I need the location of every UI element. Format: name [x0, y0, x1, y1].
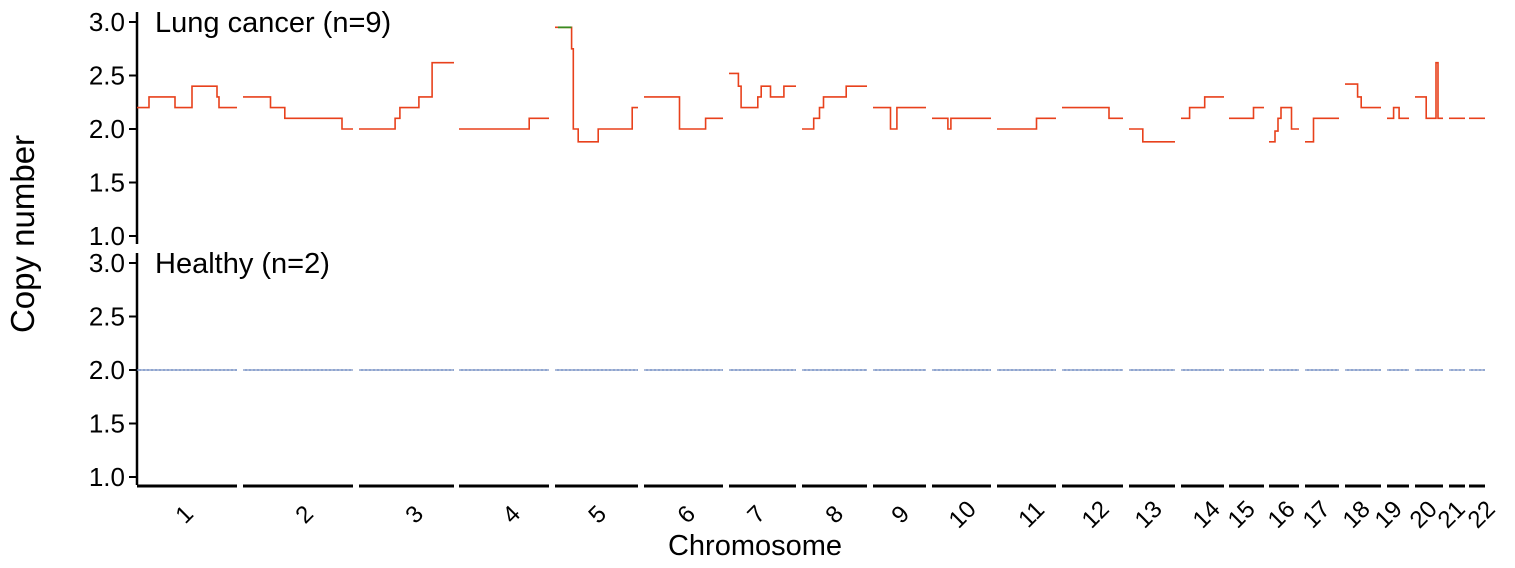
x-tick-label: 13 [1130, 496, 1168, 534]
y-tick-label: 1.0 [89, 462, 125, 492]
y-tick-label: 1.5 [89, 168, 125, 198]
x-tick-label: 15 [1223, 496, 1261, 534]
y-tick-label: 2.0 [89, 355, 125, 385]
copy-number-series-chr4 [459, 117, 549, 130]
x-tick-label: 7 [742, 500, 771, 529]
axes [129, 12, 1485, 488]
copy-number-series-chr3 [359, 61, 454, 130]
x-tick-label: 16 [1263, 496, 1301, 534]
x-tick-label: 8 [820, 500, 849, 529]
x-tick-label: 6 [672, 500, 701, 529]
copy-number-series-chr8 [802, 85, 867, 130]
copy-number-series-chr12 [1062, 106, 1123, 120]
copy-number-series-chr14 [1181, 96, 1224, 120]
y-tick-label: 3.0 [89, 248, 125, 278]
y-tick-label: 1.0 [89, 221, 125, 251]
x-axis-title: Chromosome [668, 530, 842, 562]
y-tick-label: 2.5 [89, 61, 125, 91]
copy-number-series-chr5 [555, 26, 638, 143]
y-tick-label: 2.5 [89, 302, 125, 332]
x-tick-label: 3 [400, 500, 429, 529]
y-tick-label: 2.0 [89, 114, 125, 144]
copy-number-series-chr20 [1415, 61, 1443, 120]
copy-number-series-chr17 [1305, 117, 1339, 143]
copy-number-series-chr6 [644, 96, 723, 130]
panel-title: Lung cancer (n=9) [155, 7, 391, 39]
y-tick-label: 1.5 [89, 409, 125, 439]
copy-number-series-chr10 [932, 117, 991, 130]
copy-number-series-chr9 [873, 106, 926, 130]
panel-title: Healthy (n=2) [155, 248, 330, 280]
x-tick-label: 2 [290, 500, 319, 529]
x-tick-label: 9 [886, 500, 915, 529]
x-tick-label: 10 [944, 496, 982, 534]
text-labels: 1.0 1.5 2.0 2.5 3.0 Lung cancer (n=9) 1.0 1.5 2.… [4, 7, 1501, 562]
copy-number-series-chr7 [729, 72, 796, 109]
x-tick-label: 12 [1077, 496, 1115, 534]
x-tick-label: 17 [1298, 496, 1336, 534]
x-tick-label: 11 [1013, 496, 1050, 533]
copy-number-series-chr15 [1229, 106, 1264, 120]
data-series [137, 26, 1485, 371]
x-tick-label: 22 [1463, 496, 1501, 534]
copy-number-series-chr13 [1129, 128, 1175, 143]
copy-number-series-chr19 [1387, 106, 1409, 120]
y-axis-title: Copy number [4, 135, 41, 333]
x-tick-label: 1 [170, 500, 199, 529]
copy-number-series-chr1 [137, 85, 237, 109]
copy-number-series-chr18 [1345, 83, 1381, 109]
y-tick-label: 3.0 [89, 7, 125, 37]
copy-number-series-chr11 [997, 117, 1056, 130]
x-tick-label: 5 [583, 500, 612, 529]
x-tick-label: 4 [497, 500, 526, 529]
copy-number-series-chr16 [1269, 106, 1299, 143]
x-tick-label: 14 [1188, 496, 1226, 534]
x-tick-label: 19 [1370, 496, 1408, 534]
copy-number-series-chr2 [243, 96, 353, 130]
